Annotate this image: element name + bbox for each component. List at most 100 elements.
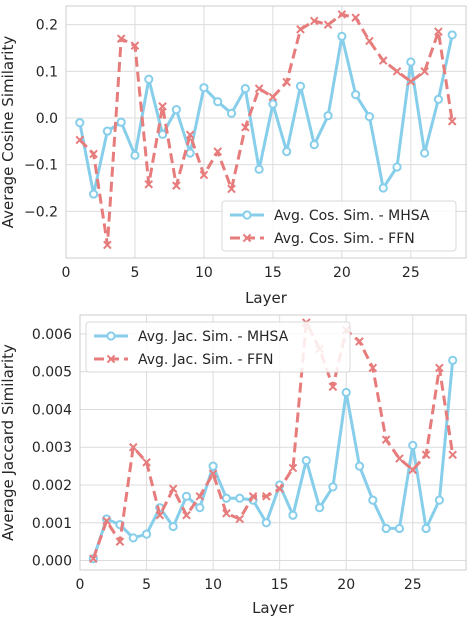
data-point <box>157 129 168 139</box>
data-point <box>392 162 402 172</box>
data-point <box>262 492 271 501</box>
y-tick-label: 0.004 <box>32 402 72 418</box>
data-point <box>364 112 375 122</box>
data-point <box>301 455 311 466</box>
data-point <box>116 117 126 127</box>
legend-marker <box>242 233 252 243</box>
x-tick-label: 5 <box>142 577 151 593</box>
data-point <box>199 83 209 93</box>
data-point <box>288 463 298 473</box>
data-point <box>182 510 191 520</box>
data-point <box>378 183 388 193</box>
data-point <box>185 148 195 158</box>
data-point <box>354 461 365 471</box>
y-tick-label: −0.2 <box>24 204 58 220</box>
legend-box <box>85 321 351 373</box>
data-point <box>421 450 431 460</box>
data-point <box>381 523 391 534</box>
data-point <box>235 514 245 524</box>
data-point <box>309 16 319 26</box>
series-line <box>78 12 454 247</box>
y-axis-label: Average Jaccard Similarity <box>0 344 17 541</box>
y-tick-label: 0.0 <box>36 111 58 127</box>
data-point <box>448 450 457 460</box>
data-point <box>268 92 278 102</box>
data-point <box>240 84 250 94</box>
data-point <box>351 13 360 22</box>
data-point <box>421 523 431 534</box>
data-point <box>208 469 218 478</box>
data-point <box>241 123 250 132</box>
plot-frame <box>79 314 467 571</box>
data-point <box>254 164 264 174</box>
data-point <box>254 84 264 93</box>
legend: Avg. Jac. Sim. - MHSA Avg. Jac. Sim. - FF… <box>85 321 351 373</box>
data-point <box>337 10 347 19</box>
legend-label: Avg. Jac. Sim. - FFN <box>138 352 274 368</box>
data-point <box>296 25 305 34</box>
data-point <box>394 523 405 534</box>
data-point <box>282 77 291 87</box>
data-point <box>268 99 278 109</box>
data-point <box>88 189 99 199</box>
data-point <box>181 491 192 501</box>
data-point <box>144 179 154 189</box>
data-point <box>378 56 388 65</box>
data-point <box>142 458 151 467</box>
legend-label: Avg. Jac. Sim. - MHSA <box>138 329 289 345</box>
data-point <box>447 116 457 126</box>
data-point <box>328 482 338 492</box>
data-point <box>365 36 374 46</box>
data-point <box>235 493 245 503</box>
legend-label: Avg. Cos. Sim. - FFN <box>274 231 415 247</box>
series-line <box>91 360 455 560</box>
data-point <box>227 184 236 194</box>
data-point <box>103 240 112 250</box>
data-point <box>128 533 138 543</box>
x-tick-label: 10 <box>195 265 213 281</box>
data-point <box>314 503 325 513</box>
data-point <box>208 461 218 471</box>
legend-marker <box>106 331 116 341</box>
x-tick-label: 0 <box>76 577 85 593</box>
x-axis-label: Layer <box>252 599 295 617</box>
data-point <box>434 495 444 505</box>
data-point <box>368 363 378 373</box>
data-point <box>89 149 98 159</box>
data-point <box>323 111 333 121</box>
data-point <box>295 81 306 91</box>
y-tick-label: 0.000 <box>32 554 72 570</box>
data-point <box>406 77 416 86</box>
x-tick-label: 0 <box>62 265 71 281</box>
chart-panel-1: 0 5 10 15 20 25 −0.2 −0.1 0.0 0.1 0.2 Layer Average … <box>0 5 467 307</box>
y-axis-label: Average Cosine Similarity <box>0 36 17 229</box>
data-point <box>171 105 181 115</box>
x-tick-label: 15 <box>271 577 289 593</box>
data-point <box>368 495 378 505</box>
data-point <box>420 67 429 76</box>
data-point <box>288 510 298 520</box>
data-point <box>221 493 232 503</box>
data-point <box>115 537 125 546</box>
data-point <box>116 34 126 43</box>
data-point <box>408 465 418 475</box>
x-tick-label: 25 <box>404 577 422 593</box>
legend-marker <box>242 210 252 220</box>
data-point <box>275 484 284 494</box>
data-point <box>381 435 391 444</box>
data-point <box>185 130 195 140</box>
data-point <box>448 355 458 365</box>
x-tick-label: 5 <box>131 265 140 281</box>
data-point <box>155 510 165 520</box>
y-tick-label: 0.1 <box>36 64 58 80</box>
x-tick-label: 20 <box>333 265 351 281</box>
data-point <box>102 126 112 136</box>
data-point <box>172 181 181 190</box>
chart-panel-2: 0 5 10 15 20 25 0.000 0.001 0.002 0.003 0.004 0.005… <box>0 314 467 617</box>
data-point <box>341 387 351 398</box>
data-point <box>130 150 140 160</box>
data-point <box>420 148 430 158</box>
data-point <box>226 108 237 118</box>
x-tick-label: 10 <box>204 577 222 593</box>
data-point <box>323 20 333 29</box>
